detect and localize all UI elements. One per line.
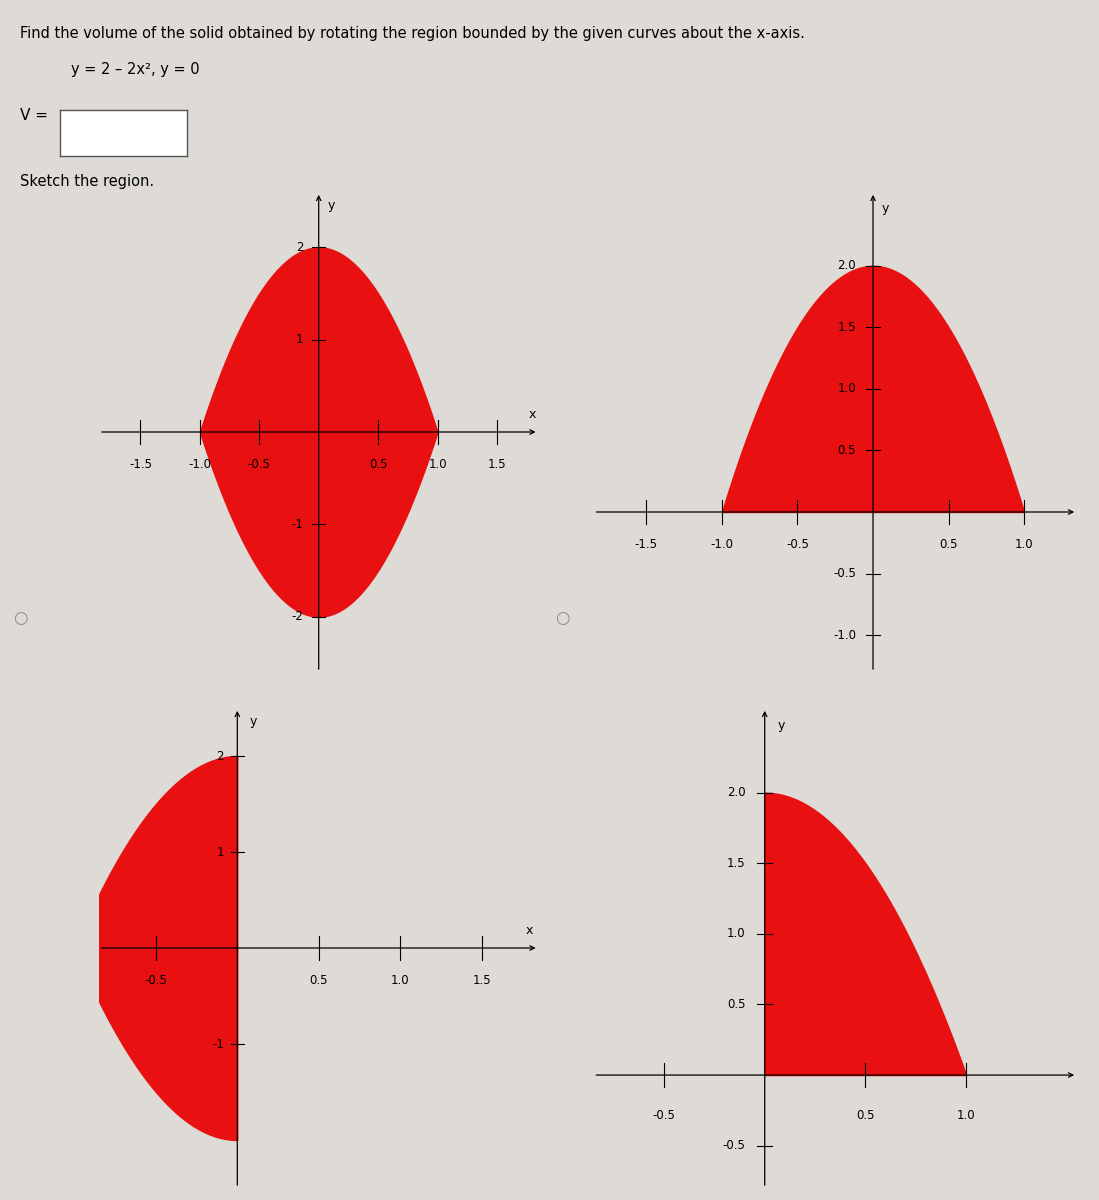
Text: 0.5: 0.5	[726, 998, 745, 1010]
Text: ○: ○	[13, 608, 27, 626]
Text: y: y	[881, 202, 889, 215]
Text: 1.0: 1.0	[726, 928, 745, 941]
Text: 2: 2	[296, 241, 303, 254]
Text: 0.5: 0.5	[856, 1109, 875, 1122]
Text: 1.0: 1.0	[957, 1109, 976, 1122]
Text: -0.5: -0.5	[653, 1109, 676, 1122]
Text: -0.5: -0.5	[722, 1139, 745, 1152]
Text: 1.0: 1.0	[1014, 539, 1033, 551]
Text: 0.5: 0.5	[310, 974, 328, 988]
Text: 1.5: 1.5	[473, 974, 491, 988]
Text: -1.5: -1.5	[635, 539, 658, 551]
Text: 1.0: 1.0	[391, 974, 410, 988]
Text: ○: ○	[555, 608, 569, 626]
Text: -2: -2	[291, 610, 303, 623]
Text: 1.5: 1.5	[726, 857, 745, 870]
Text: 1.5: 1.5	[488, 458, 507, 472]
Text: y: y	[249, 715, 257, 728]
Text: V =: V =	[20, 108, 47, 122]
Text: 2.0: 2.0	[726, 786, 745, 799]
Text: 2: 2	[217, 750, 224, 762]
Text: -1.0: -1.0	[188, 458, 211, 472]
Text: x: x	[525, 924, 533, 937]
Text: -1.5: -1.5	[129, 458, 152, 472]
Text: -0.5: -0.5	[144, 974, 167, 988]
Text: y: y	[777, 719, 785, 732]
Text: -1.0: -1.0	[710, 539, 733, 551]
Text: Sketch the region.: Sketch the region.	[20, 174, 154, 188]
Text: 0.5: 0.5	[369, 458, 387, 472]
Text: 1.0: 1.0	[429, 458, 447, 472]
Text: 1: 1	[296, 334, 303, 346]
Text: -0.5: -0.5	[248, 458, 270, 472]
Text: Find the volume of the solid obtained by rotating the region bounded by the give: Find the volume of the solid obtained by…	[20, 26, 804, 41]
Text: -0.5: -0.5	[786, 539, 809, 551]
Text: 2.0: 2.0	[837, 259, 856, 272]
Text: y = 2 – 2x², y = 0: y = 2 – 2x², y = 0	[71, 62, 200, 77]
Text: 0.5: 0.5	[837, 444, 856, 457]
Text: y: y	[328, 199, 335, 212]
Text: -1.0: -1.0	[833, 629, 856, 642]
Text: -1: -1	[291, 518, 303, 530]
Text: x: x	[529, 408, 535, 421]
Text: -1: -1	[212, 1038, 224, 1050]
Text: 1: 1	[217, 846, 224, 858]
Text: 1.5: 1.5	[837, 320, 856, 334]
Text: 0.5: 0.5	[940, 539, 958, 551]
Text: 1.0: 1.0	[837, 383, 856, 396]
Text: -0.5: -0.5	[833, 568, 856, 580]
